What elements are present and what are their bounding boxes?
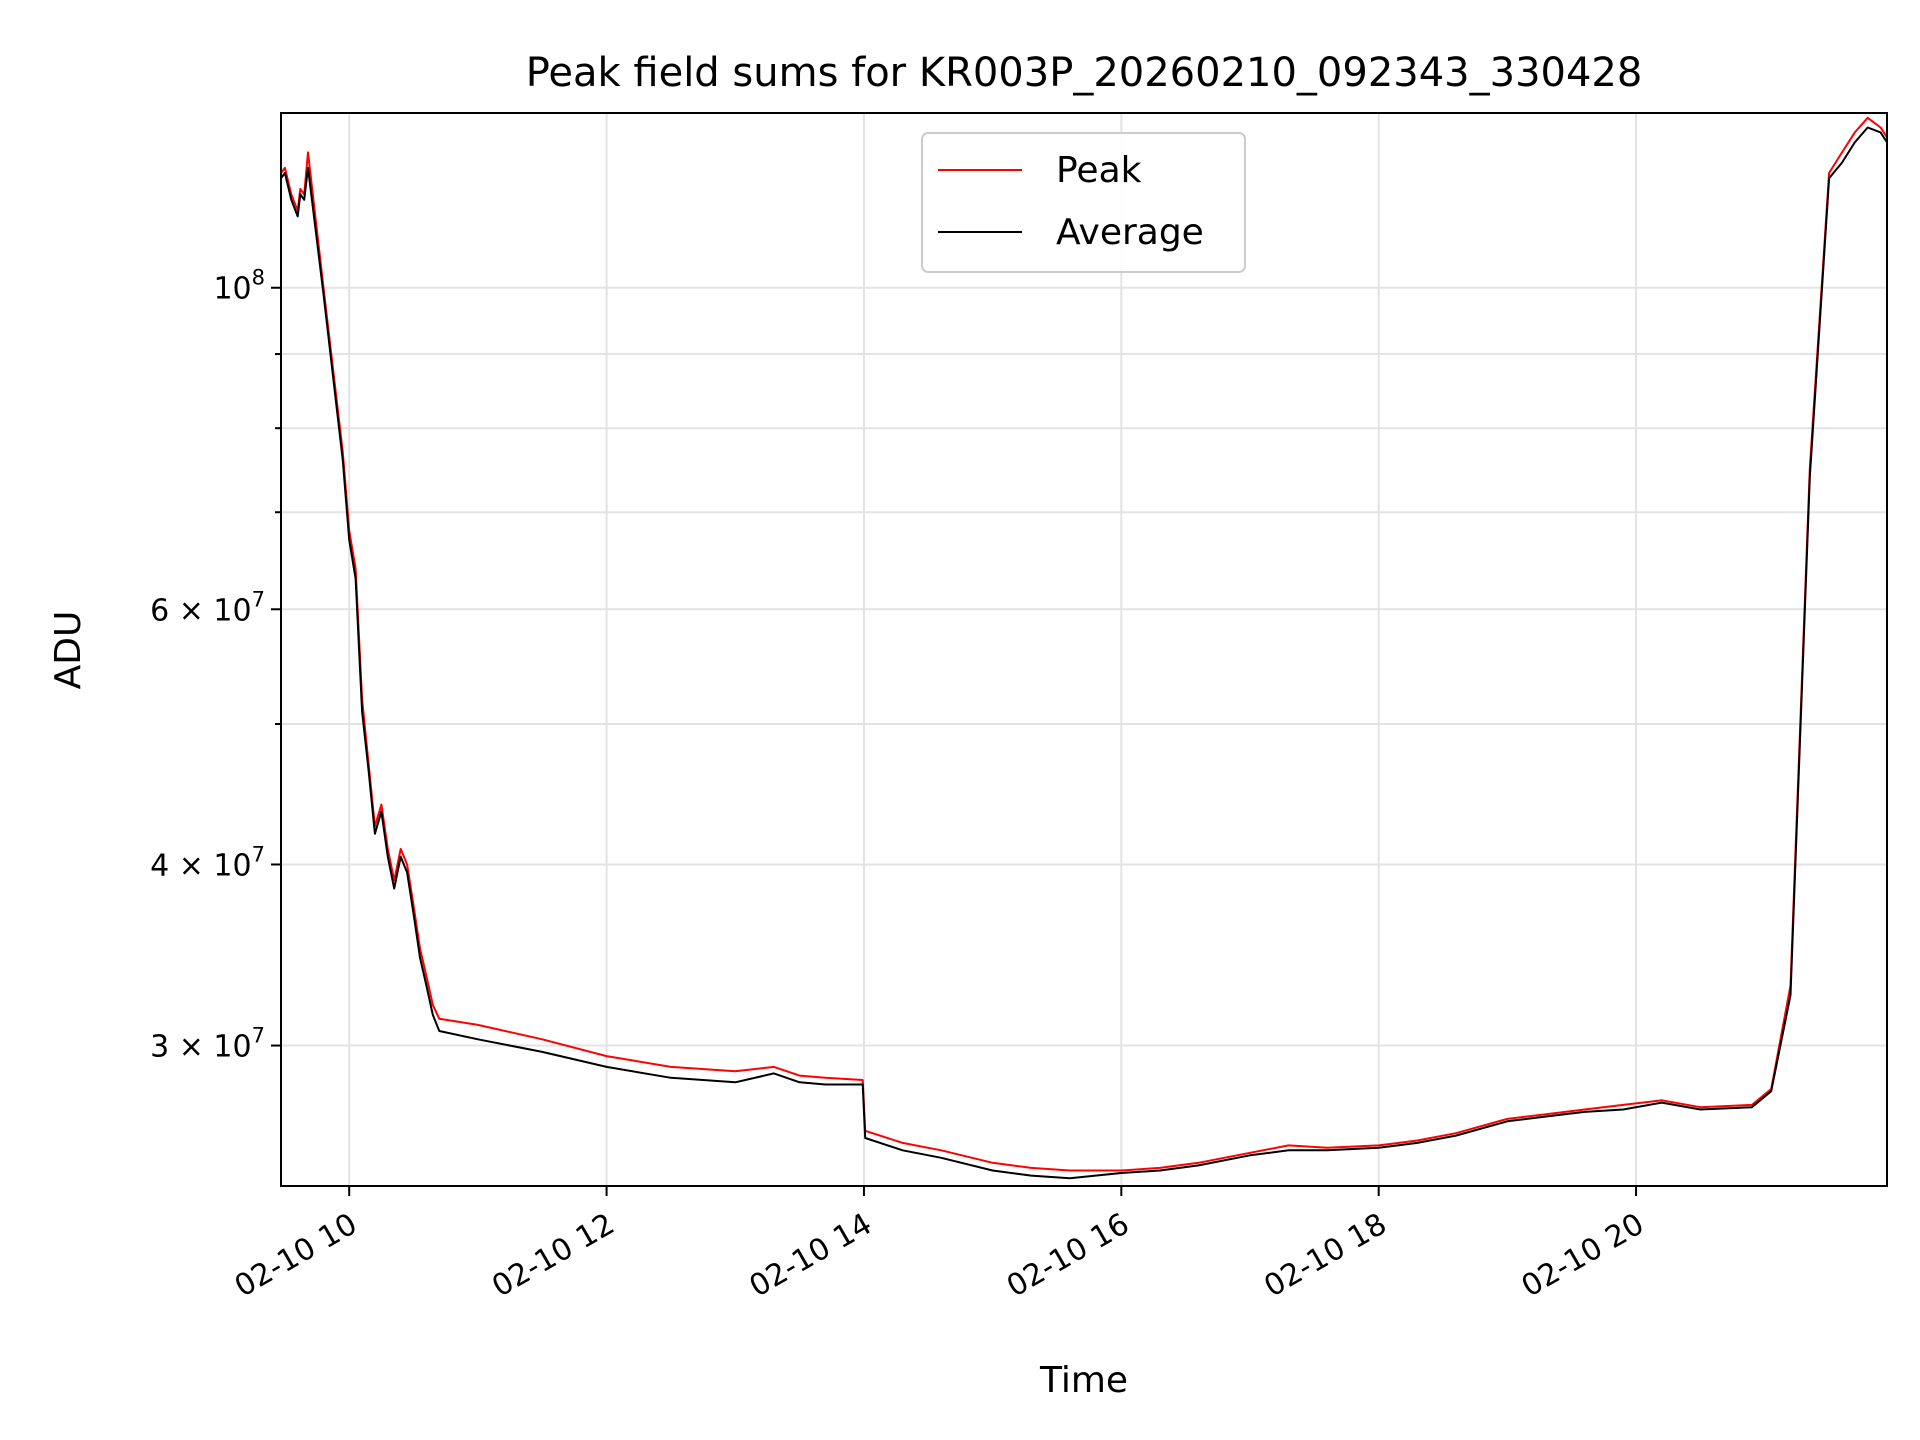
y-tick-label: 108 bbox=[213, 266, 265, 307]
legend: Peak Average bbox=[921, 132, 1246, 273]
y-tick-label-exponent: 7 bbox=[252, 587, 265, 611]
y-tick-label-exponent: 7 bbox=[252, 842, 265, 866]
legend-peak-label: Peak bbox=[1056, 150, 1142, 191]
chart-title: Peak field sums for KR003P_20260210_0923… bbox=[526, 50, 1643, 96]
y-tick-label-base: 10 bbox=[213, 272, 251, 307]
x-axis-label: Time bbox=[1039, 1360, 1128, 1401]
legend-box bbox=[921, 132, 1246, 273]
y-tick-label-exponent: 8 bbox=[252, 266, 265, 290]
plot-frame bbox=[280, 112, 1888, 1187]
y-tick-label-base: 3 × 10 bbox=[150, 1030, 251, 1065]
y-tick-label: 3 × 107 bbox=[150, 1024, 265, 1065]
y-tick-label-base: 4 × 10 bbox=[150, 848, 251, 883]
plot-series bbox=[280, 116, 1888, 1180]
series-line-average bbox=[280, 126, 1888, 1180]
grid bbox=[281, 113, 1887, 1186]
y-axis-label: ADU bbox=[48, 611, 89, 690]
y-tick-label-base: 6 × 10 bbox=[150, 593, 251, 628]
legend-average-label: Average bbox=[1056, 212, 1204, 253]
y-tick-label: 4 × 107 bbox=[150, 842, 265, 883]
y-tick-label: 6 × 107 bbox=[150, 587, 265, 628]
y-tick-label-exponent: 7 bbox=[252, 1024, 265, 1048]
